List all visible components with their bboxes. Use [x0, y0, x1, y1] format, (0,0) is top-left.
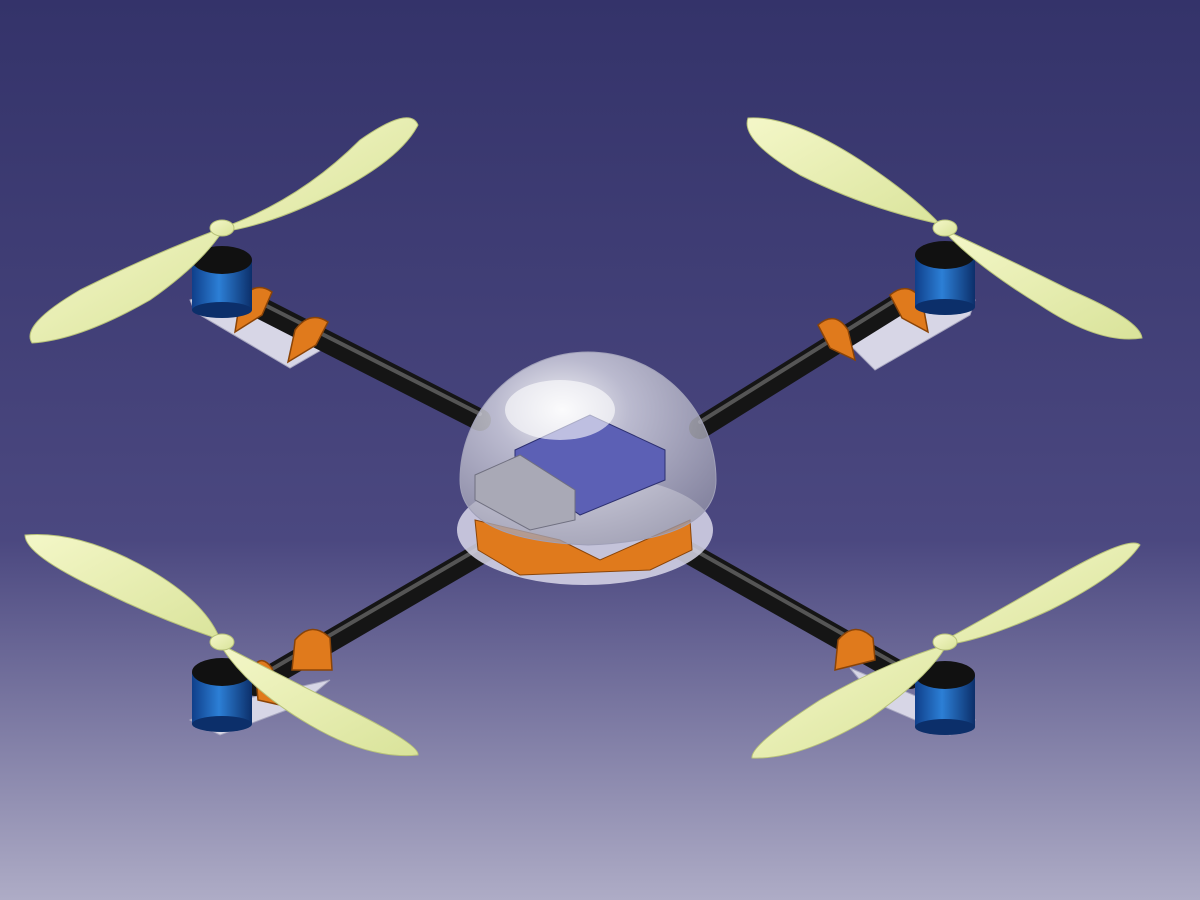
arms	[234, 289, 921, 696]
clamps	[234, 286, 930, 706]
blade	[751, 644, 946, 759]
blade	[944, 542, 1141, 646]
clamp	[817, 317, 857, 362]
prop-hub	[209, 219, 235, 237]
motors	[192, 241, 975, 735]
motor-bottom	[915, 719, 975, 735]
blade	[221, 644, 419, 757]
blade	[221, 117, 419, 233]
blade	[24, 533, 223, 646]
motor	[192, 658, 252, 732]
prop-hub	[932, 219, 958, 237]
propeller	[751, 542, 1141, 759]
dome-highlight	[505, 380, 615, 440]
propeller	[24, 533, 419, 757]
clamp	[286, 316, 329, 364]
arm	[234, 289, 491, 431]
propeller	[29, 117, 419, 344]
arm	[689, 289, 916, 439]
prop-hub	[932, 633, 958, 651]
propeller	[746, 117, 1143, 340]
blade	[944, 229, 1143, 340]
blade	[746, 117, 946, 232]
motor	[192, 246, 252, 318]
blade	[29, 227, 223, 344]
arm-highlight	[698, 292, 907, 424]
motor	[915, 241, 975, 315]
motor-top	[915, 241, 975, 269]
motor-bottom	[192, 716, 252, 732]
propellers	[24, 117, 1143, 759]
motor-bottom	[915, 299, 975, 315]
clamp	[291, 628, 333, 671]
motor-top	[192, 246, 252, 274]
arm-highlight	[243, 293, 482, 416]
prop-hub	[209, 633, 235, 651]
motor-bottom	[192, 302, 252, 318]
hub	[457, 351, 717, 585]
clamp	[834, 628, 876, 671]
component	[474, 454, 576, 531]
